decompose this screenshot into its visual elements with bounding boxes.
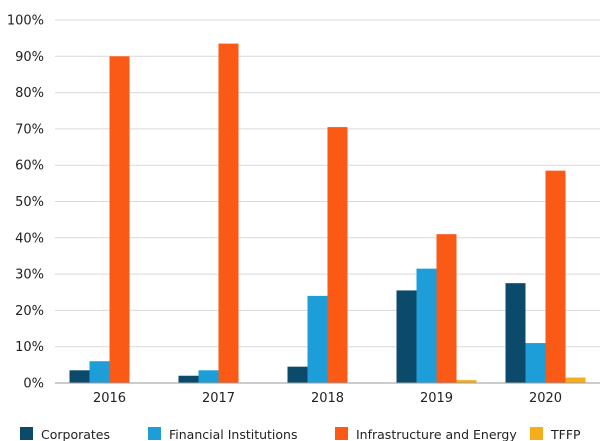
y-tick-label: 60% (15, 159, 44, 174)
x-tick-label: 2018 (311, 391, 344, 406)
y-tick-label: 90% (15, 50, 44, 65)
legend-swatch (148, 427, 161, 440)
y-axis-tick-labels: 0% 10% 20% 30% 40% 50% 60% 70% 80% 90% 100% (7, 14, 44, 392)
bar-infrastructure-and-energy-2018 (327, 127, 348, 384)
x-tick-label: 2020 (529, 391, 562, 406)
x-tick-label: 2019 (420, 391, 453, 406)
bar-corporates-2017 (178, 375, 199, 383)
y-tick-label: 40% (15, 231, 44, 246)
bar-financial-institutions-2016 (89, 361, 110, 383)
y-tick-label: 10% (15, 340, 44, 355)
bar-infrastructure-and-energy-2016 (109, 56, 130, 384)
bar-financial-institutions-2020 (525, 343, 546, 383)
bar-financial-institutions-2018 (307, 295, 328, 383)
legend: Corporates Financial Institutions Infrastr… (20, 427, 581, 441)
bar-corporates-2019 (396, 290, 417, 383)
legend-label: Corporates (41, 427, 110, 441)
bar-financial-institutions-2017 (198, 370, 219, 383)
y-tick-label: 50% (15, 195, 44, 210)
legend-label: Financial Institutions (169, 427, 298, 441)
y-tick-label: 70% (15, 122, 44, 137)
bar-corporates-2018 (287, 366, 308, 383)
x-tick-label: 2016 (93, 391, 126, 406)
bar-tffp-2019 (456, 380, 477, 383)
legend-label: Infrastructure and Energy (356, 427, 517, 441)
legend-swatch (335, 427, 348, 440)
bar-infrastructure-and-energy-2019 (436, 234, 457, 383)
bar-infrastructure-and-energy-2020 (545, 170, 566, 383)
legend-swatch (530, 427, 543, 440)
y-tick-label: 20% (15, 304, 44, 319)
y-tick-label: 0% (23, 377, 44, 392)
y-tick-label: 80% (15, 86, 44, 101)
legend-swatch (20, 427, 33, 440)
x-axis-tick-labels: 2016 2017 2018 2019 2020 (93, 391, 562, 406)
bar-financial-institutions-2019 (416, 268, 437, 383)
y-tick-label: 100% (7, 14, 44, 29)
legend-label: TFFP (550, 427, 581, 441)
y-tick-label: 30% (15, 268, 44, 283)
x-tick-label: 2017 (202, 391, 235, 406)
bars (69, 43, 586, 384)
bar-corporates-2016 (69, 370, 90, 383)
bar-infrastructure-and-energy-2017 (218, 43, 239, 383)
bar-corporates-2020 (505, 283, 526, 383)
bar-tffp-2020 (565, 377, 586, 383)
